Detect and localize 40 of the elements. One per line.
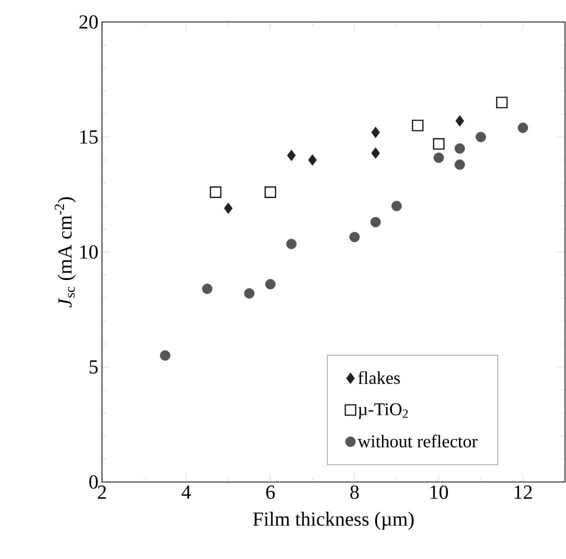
x-tick-label: 8: [350, 486, 359, 499]
point: [454, 159, 465, 170]
point: [496, 96, 508, 108]
legend-label: flakes: [358, 371, 400, 384]
point: [476, 132, 486, 142]
point: [308, 154, 317, 166]
point: [434, 152, 444, 163]
y-tick-label: 10: [80, 245, 98, 259]
point: [349, 232, 360, 242]
y-tick-label: 0: [89, 475, 98, 489]
point: [432, 138, 445, 150]
point: [454, 143, 465, 154]
x-tick-label: 10: [430, 486, 448, 499]
point: [287, 150, 296, 162]
y-tick-label: 20: [79, 15, 98, 29]
point: [210, 186, 222, 198]
y-tick-label: 5: [90, 360, 98, 374]
x-tick-label: 2: [98, 486, 106, 499]
point: [371, 126, 380, 138]
point: [160, 350, 170, 361]
x-tick-label: 6: [266, 486, 275, 499]
legend-label: µ-TiO$_{2}$: [358, 403, 408, 419]
point: [371, 147, 380, 159]
x-axis-title: Film thickness (µm): [253, 512, 414, 530]
point: [518, 122, 528, 133]
y-axis-title: J$_{sc}$ (mA cm$^{-2}$): [54, 197, 76, 308]
x-tick-label: 12: [514, 486, 532, 499]
x-tick-label: 4: [182, 486, 191, 499]
point: [412, 120, 424, 132]
point: [286, 238, 297, 250]
y-tick-label: 15: [80, 130, 98, 144]
point: [455, 115, 464, 127]
point: [370, 216, 381, 228]
point: [224, 202, 233, 214]
point: [264, 186, 276, 198]
legend-label: without reflector: [358, 434, 478, 448]
point: [391, 200, 402, 212]
point: [244, 288, 254, 299]
point: [202, 284, 212, 294]
point: [265, 279, 276, 290]
